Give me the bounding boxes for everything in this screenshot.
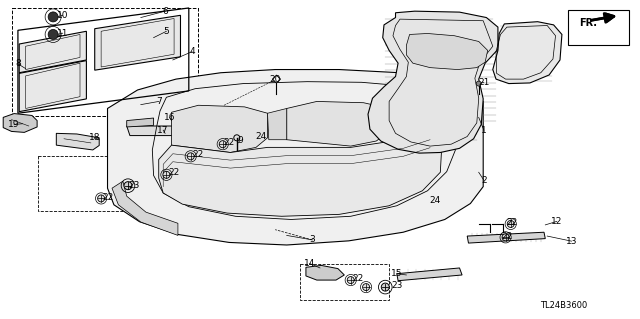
Polygon shape	[287, 101, 389, 146]
Circle shape	[220, 141, 226, 148]
Text: 22: 22	[102, 193, 113, 202]
Polygon shape	[19, 31, 86, 73]
Text: 15: 15	[391, 269, 403, 278]
Text: 1: 1	[481, 126, 486, 135]
Text: 19: 19	[8, 120, 20, 129]
Text: 23: 23	[129, 181, 140, 189]
Text: 16: 16	[164, 113, 175, 122]
Text: 22: 22	[353, 274, 364, 283]
Text: 12: 12	[551, 217, 563, 226]
Circle shape	[363, 284, 369, 291]
Text: 22: 22	[223, 138, 235, 147]
Polygon shape	[467, 232, 545, 243]
Polygon shape	[172, 105, 268, 152]
Text: 9: 9	[237, 136, 243, 145]
Polygon shape	[112, 181, 178, 235]
Polygon shape	[406, 33, 488, 70]
Circle shape	[508, 220, 514, 227]
Text: 11: 11	[57, 29, 68, 38]
Text: 22: 22	[168, 168, 180, 177]
Polygon shape	[268, 108, 287, 140]
Text: TL24B3600: TL24B3600	[540, 301, 587, 310]
Circle shape	[48, 29, 58, 40]
Polygon shape	[368, 11, 498, 153]
Polygon shape	[3, 114, 37, 132]
Polygon shape	[159, 132, 442, 216]
Text: 13: 13	[566, 237, 577, 246]
Polygon shape	[19, 61, 86, 112]
Text: 17: 17	[157, 126, 169, 135]
Text: 22: 22	[501, 232, 513, 241]
Bar	[568, 10, 629, 45]
Text: 3: 3	[310, 235, 315, 244]
Polygon shape	[108, 70, 483, 245]
Polygon shape	[56, 133, 99, 150]
Polygon shape	[306, 265, 344, 280]
Polygon shape	[127, 126, 227, 136]
Text: 22: 22	[506, 218, 518, 227]
Text: 8: 8	[15, 59, 20, 68]
Text: FR.: FR.	[579, 18, 597, 28]
Text: 10: 10	[57, 11, 68, 20]
Text: 2: 2	[481, 176, 486, 185]
Text: 18: 18	[89, 133, 100, 142]
Circle shape	[124, 182, 132, 190]
Polygon shape	[273, 75, 280, 83]
Circle shape	[502, 234, 509, 241]
Circle shape	[48, 12, 58, 22]
Text: 14: 14	[304, 259, 316, 268]
Text: 24: 24	[429, 196, 441, 205]
Text: 20: 20	[269, 75, 281, 84]
Circle shape	[188, 153, 194, 160]
Text: 6: 6	[163, 7, 168, 16]
Text: 4: 4	[189, 47, 195, 56]
Circle shape	[381, 283, 389, 291]
Text: 7: 7	[156, 97, 161, 106]
Circle shape	[348, 277, 354, 284]
Circle shape	[163, 171, 170, 178]
Polygon shape	[493, 22, 562, 84]
Circle shape	[476, 81, 481, 86]
Text: 21: 21	[478, 78, 490, 87]
Text: 23: 23	[391, 281, 403, 290]
Circle shape	[98, 195, 104, 202]
Polygon shape	[127, 118, 154, 127]
Text: 24: 24	[255, 132, 267, 141]
Text: 22: 22	[193, 150, 204, 159]
Polygon shape	[397, 268, 462, 281]
Polygon shape	[95, 15, 180, 70]
Text: 5: 5	[164, 27, 169, 36]
